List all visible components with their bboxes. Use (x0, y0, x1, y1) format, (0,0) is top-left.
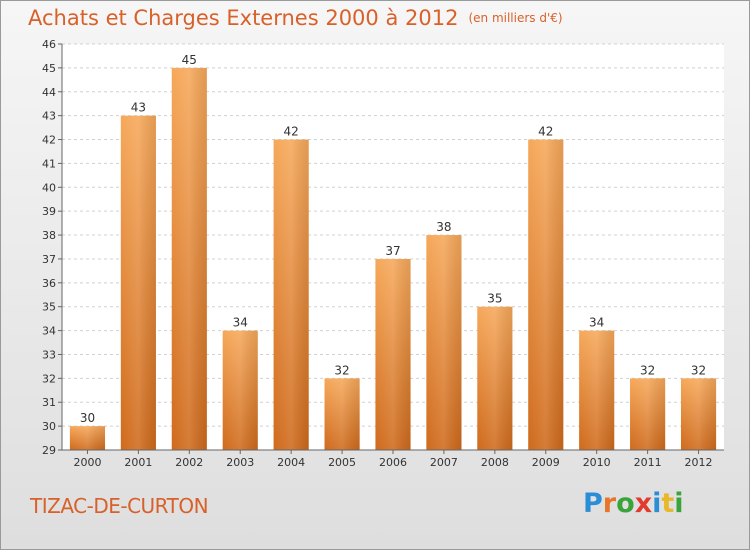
commune-name: TIZAC-DE-CURTON (30, 494, 209, 518)
logo-letter: o (616, 488, 635, 519)
y-tick-label: 41 (42, 157, 56, 170)
y-tick-label: 45 (42, 62, 56, 75)
y-tick-label: 42 (42, 134, 56, 147)
bar-value-label: 43 (131, 101, 146, 115)
chart-title: Achats et Charges Externes 2000 à 2012 (e… (28, 6, 563, 30)
chart-subtitle: (en milliers d'€) (468, 11, 563, 25)
y-tick-label: 38 (42, 229, 56, 242)
y-tick-label: 30 (42, 420, 56, 433)
x-axis: 2000 2001 2002 2003 2004 2005 2006 2007 2008 2009… (62, 449, 724, 469)
y-tick-label: 36 (42, 277, 56, 290)
y-tick-label: 43 (42, 110, 56, 123)
x-tick-label: 2012 (685, 456, 713, 469)
bar-value-label: 30 (80, 411, 95, 425)
y-tick-label: 32 (42, 372, 56, 385)
bar-shade (528, 139, 564, 450)
x-tick-label: 2008 (481, 456, 509, 469)
y-tick-label: 35 (42, 301, 56, 314)
bar-shade (579, 330, 615, 450)
logo-letter: t (661, 488, 675, 519)
y-axis: 29 30 31 32 33 34 35 36 37 38 39 40 41 42 43 44 45 46 (42, 38, 63, 457)
x-tick-label: 2000 (73, 456, 101, 469)
y-tick-label: 33 (42, 348, 56, 361)
bar-shade (69, 426, 106, 450)
y-tick-label: 46 (42, 38, 56, 51)
bar-shade (426, 235, 462, 450)
x-tick-label: 2002 (175, 456, 203, 469)
y-tick-label: 29 (42, 444, 56, 457)
x-tick-label: 2011 (634, 456, 662, 469)
y-tick-label: 40 (42, 181, 56, 194)
bar-value-label: 32 (691, 363, 706, 377)
bar-shade (477, 306, 513, 450)
logo-letter: r (602, 488, 617, 519)
bars: 30 43 45 34 42 32 37 38 35 42 34 32 32 (69, 53, 717, 450)
bar-shade (222, 330, 258, 450)
bar-value-label: 42 (284, 125, 299, 139)
bar-value-label: 34 (589, 316, 604, 330)
bar-value-label: 32 (334, 363, 349, 377)
bar-value-label: 34 (233, 316, 248, 330)
logo-letter: x (634, 488, 653, 519)
y-tick-label: 44 (42, 86, 56, 99)
bar-value-label: 32 (640, 363, 655, 377)
bar-shade (680, 378, 717, 450)
logo-letter: i (674, 488, 684, 519)
logo-letter: i (652, 488, 662, 519)
y-tick-label: 34 (42, 325, 56, 338)
title-text: Achats et Charges Externes 2000 à 2012 (28, 6, 459, 30)
y-tick-label: 37 (42, 253, 56, 266)
bar-shade (324, 378, 360, 450)
y-tick-label: 31 (42, 396, 56, 409)
bar-shade (630, 378, 666, 450)
bar-value-label: 38 (436, 220, 451, 234)
proxiti-logo: Proxiti (583, 488, 684, 519)
bar-shade (120, 115, 156, 450)
x-tick-label: 2005 (328, 456, 356, 469)
x-tick-label: 2006 (379, 456, 407, 469)
bar-shade (273, 139, 309, 450)
bar-value-label: 45 (182, 53, 197, 67)
bar-shade (171, 67, 207, 450)
bar-value-label: 35 (487, 292, 502, 306)
x-tick-label: 2007 (430, 456, 458, 469)
x-tick-label: 2004 (277, 456, 305, 469)
bar-value-label: 37 (385, 244, 400, 258)
x-tick-label: 2010 (583, 456, 611, 469)
x-tick-label: 2001 (124, 456, 152, 469)
y-tick-label: 39 (42, 205, 56, 218)
bar-value-label: 42 (538, 125, 553, 139)
x-tick-label: 2003 (226, 456, 254, 469)
logo-letter: P (583, 488, 603, 519)
bar-shade (375, 258, 411, 450)
x-tick-label: 2009 (532, 456, 560, 469)
